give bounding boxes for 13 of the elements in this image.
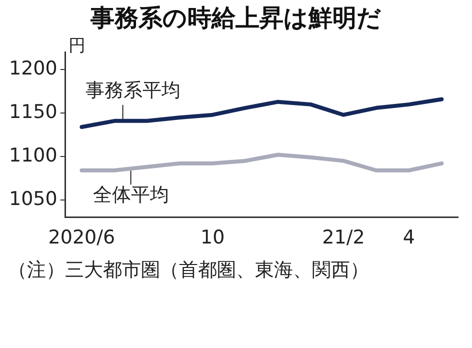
chart-title: 事務系の時給上昇は鮮明だ xyxy=(90,3,382,34)
x-tick-label: 2020/6 xyxy=(48,226,116,249)
y-tick-label: 1050 xyxy=(8,188,58,210)
text: （注）三大都市圏（首都圏、東海、関西） xyxy=(8,258,369,283)
y-tick-label: 1100 xyxy=(8,144,58,166)
y-tick-label: 1200 xyxy=(8,58,58,80)
y-tick-label: 1150 xyxy=(8,101,58,124)
x-tick-label: 10 xyxy=(200,226,225,249)
series-label: 事務系平均 xyxy=(85,79,180,102)
x-tick-label: 4 xyxy=(402,226,415,249)
y-axis-title: 円 xyxy=(68,36,86,56)
x-tick-label: 21/2 xyxy=(322,226,365,249)
series-label: 全体平均 xyxy=(92,184,169,206)
